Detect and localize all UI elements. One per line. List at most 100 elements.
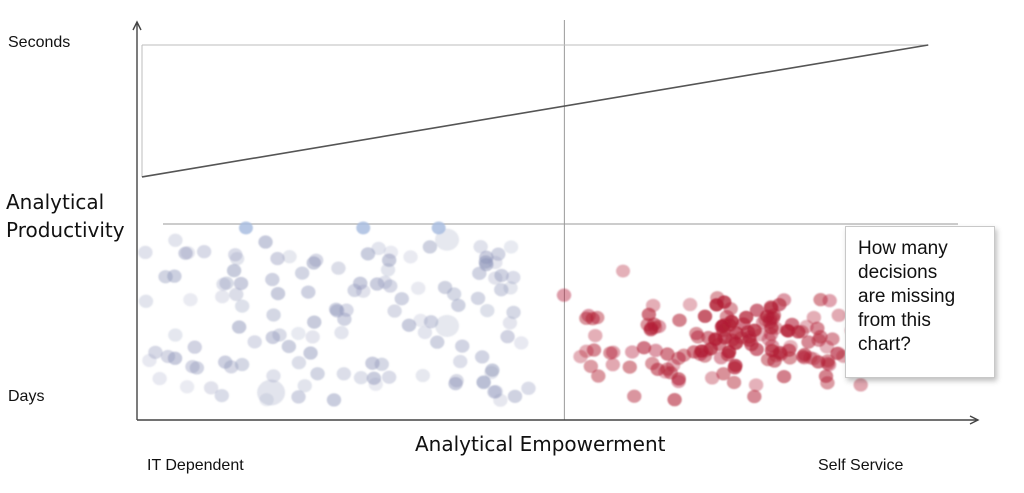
y-axis-title-line: Productivity: [6, 218, 125, 242]
data-point: [749, 303, 765, 317]
data-point: [625, 345, 640, 359]
data-point: [413, 313, 428, 327]
data-point: [233, 276, 249, 291]
data-point: [291, 356, 307, 370]
data-point: [448, 376, 463, 391]
data-points: [138, 221, 868, 407]
data-point: [305, 330, 320, 344]
data-point: [215, 290, 230, 304]
data-point: [727, 361, 742, 375]
data-point: [270, 286, 286, 301]
data-point: [435, 228, 460, 251]
y-axis-arrow: [132, 20, 142, 31]
data-point: [811, 355, 826, 369]
data-point: [326, 393, 342, 407]
data-point: [374, 357, 389, 371]
data-point: [747, 389, 762, 404]
data-point: [308, 253, 324, 267]
highlight-point: [431, 221, 446, 235]
data-point: [422, 240, 438, 254]
data-point: [339, 303, 354, 317]
data-point: [229, 252, 245, 266]
data-point: [690, 330, 706, 344]
data-point: [813, 330, 828, 344]
data-point: [336, 367, 352, 381]
data-point: [514, 336, 529, 350]
data-point: [303, 346, 318, 360]
data-point: [480, 303, 495, 318]
data-point: [503, 240, 519, 254]
data-point: [185, 360, 200, 374]
data-point: [265, 272, 280, 287]
data-point: [178, 246, 193, 260]
data-point: [556, 288, 572, 302]
data-point: [487, 385, 502, 399]
data-point: [266, 308, 281, 322]
data-point: [794, 325, 809, 339]
data-point: [282, 250, 297, 264]
data-point: [234, 357, 250, 372]
trend-line: [141, 44, 929, 178]
annotation-line: decisions: [858, 262, 938, 283]
data-point: [660, 362, 675, 376]
data-point: [380, 263, 396, 277]
data-point: [415, 368, 431, 383]
data-point: [503, 281, 518, 295]
data-point: [591, 369, 606, 383]
data-point: [451, 298, 466, 312]
data-point: [266, 369, 281, 383]
data-point: [797, 347, 812, 362]
data-point: [776, 369, 792, 384]
data-point: [760, 352, 776, 367]
data-point: [645, 356, 660, 371]
data-point: [383, 279, 398, 293]
data-point: [763, 300, 779, 314]
data-point: [474, 350, 490, 364]
data-point: [476, 375, 491, 389]
data-point: [331, 261, 346, 275]
data-point: [301, 285, 316, 299]
data-point: [307, 315, 322, 329]
guide-lines: [141, 20, 958, 420]
data-point: [853, 378, 868, 392]
data-point: [234, 299, 250, 313]
data-point: [697, 309, 713, 323]
data-point: [647, 320, 663, 335]
data-point: [636, 341, 652, 355]
data-point: [257, 379, 286, 406]
x-tick-self-service: Self Service: [818, 457, 904, 474]
data-point: [369, 277, 385, 291]
data-point: [616, 264, 631, 278]
y-axis-title-line: Analytical: [6, 190, 105, 214]
data-point: [506, 305, 521, 319]
data-point: [627, 389, 642, 403]
data-point: [270, 251, 285, 266]
data-point: [583, 359, 599, 373]
data-point: [660, 347, 675, 361]
data-point: [747, 323, 762, 337]
data-point: [701, 330, 716, 345]
data-point: [506, 270, 521, 285]
data-point: [138, 294, 154, 308]
data-point: [334, 326, 349, 340]
data-point: [167, 269, 182, 283]
data-point: [704, 371, 720, 385]
data-point: [455, 339, 470, 353]
data-point: [229, 287, 244, 302]
data-point: [381, 253, 397, 267]
data-point: [453, 354, 468, 369]
data-point: [590, 310, 605, 325]
data-point: [148, 345, 163, 359]
data-point: [719, 309, 735, 324]
y-tick-seconds: Seconds: [8, 34, 71, 51]
data-point: [502, 316, 518, 330]
data-point: [725, 333, 740, 347]
data-point: [183, 293, 198, 307]
data-point: [699, 343, 714, 358]
annotation-line: from this: [858, 310, 931, 331]
data-point: [710, 291, 725, 305]
data-point: [214, 388, 230, 403]
data-point: [291, 390, 306, 404]
data-point: [831, 308, 846, 322]
data-point: [473, 240, 488, 254]
